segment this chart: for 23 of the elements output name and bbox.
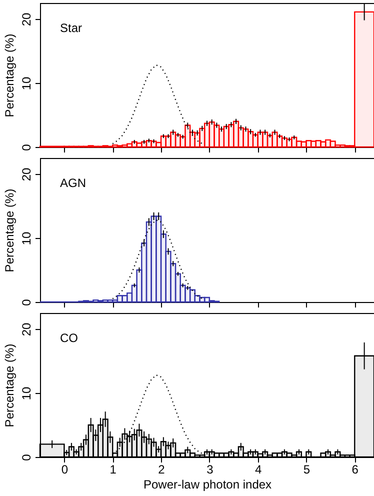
x-tick-label: 1: [110, 462, 117, 476]
text: CO: [60, 331, 78, 345]
y-tick-label: 0: [20, 454, 34, 461]
y-tick-label: 20: [20, 12, 34, 26]
x-tick-label: 5: [303, 462, 310, 476]
x-tick-label: 4: [254, 462, 262, 476]
y-tick-label: 10: [20, 232, 34, 246]
y-tick-label: 10: [20, 76, 34, 90]
text: AGN: [60, 176, 86, 190]
y-tick-label: 20: [20, 168, 34, 182]
y-axis-title: Percentage (%): [2, 188, 16, 272]
y-tick-label: 20: [20, 322, 34, 336]
y-axis-title: Percentage (%): [2, 344, 16, 428]
y-axis-title: Percentage (%): [2, 34, 16, 118]
x-tick-label: 2: [158, 462, 166, 476]
x-axis-title: Power-law photon index: [143, 478, 272, 492]
y-tick-label: 0: [20, 298, 34, 306]
y-tick-label: 10: [20, 386, 34, 400]
text: Star: [60, 21, 82, 35]
x-tick-label: 0: [61, 462, 68, 476]
x-tick-label: 6: [352, 462, 359, 476]
y-tick-label: 0: [20, 144, 34, 151]
x-tick-label: 3: [206, 462, 214, 476]
